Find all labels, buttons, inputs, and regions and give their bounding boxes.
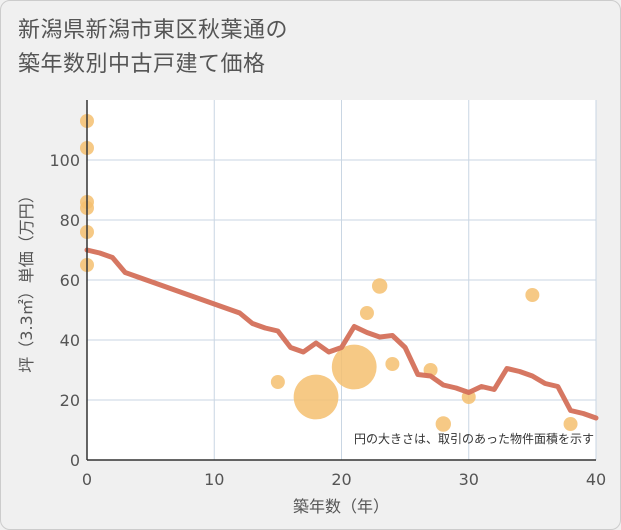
bubble-point-16 bbox=[563, 417, 578, 431]
trend-line bbox=[84, 247, 599, 421]
bubble-point-9 bbox=[359, 306, 374, 320]
y-tick-label-20: 20 bbox=[60, 391, 80, 410]
bubble-point-8 bbox=[331, 344, 377, 390]
y-tick-label-80: 80 bbox=[60, 211, 80, 230]
grid-lines bbox=[87, 100, 597, 460]
chart-title: 新潟県新潟市東区秋葉通の 築年数別中古戸建て価格 bbox=[18, 14, 288, 82]
bubble-point-10 bbox=[371, 278, 388, 294]
y-tick-label-0: 0 bbox=[70, 451, 80, 470]
bubble-point-6 bbox=[270, 375, 285, 389]
bubble-point-13 bbox=[435, 416, 451, 432]
bubble-point-11 bbox=[385, 357, 400, 371]
trend-line-group bbox=[84, 247, 599, 421]
x-tick-label-30: 30 bbox=[459, 470, 479, 489]
size-note: 円の大きさは、取引のあった物件面積を示す bbox=[354, 431, 594, 446]
y-tick-label-60: 60 bbox=[60, 271, 80, 290]
y-axis-label: 坪（3.3㎡）単価（万円） bbox=[17, 187, 36, 372]
title-line-1: 新潟県新潟市東区秋葉通の bbox=[18, 18, 289, 43]
bubble-point-7 bbox=[293, 374, 339, 420]
x-tick-label-10: 10 bbox=[204, 470, 224, 489]
axes bbox=[86, 100, 596, 461]
x-axis-label: 築年数（年） bbox=[293, 497, 389, 516]
tick-labels: 0 20 40 60 80 100 0 10 20 30 40 bbox=[49, 151, 606, 489]
bubble-series bbox=[80, 114, 578, 432]
x-tick-label-20: 20 bbox=[331, 470, 351, 489]
title-line-2: 築年数別中古戸建て価格 bbox=[18, 52, 266, 77]
bubble-point-15 bbox=[525, 288, 540, 302]
x-tick-label-0: 0 bbox=[82, 470, 92, 489]
y-tick-label-40: 40 bbox=[60, 331, 80, 350]
x-tick-label-40: 40 bbox=[586, 470, 606, 489]
y-tick-label-100: 100 bbox=[49, 151, 80, 170]
